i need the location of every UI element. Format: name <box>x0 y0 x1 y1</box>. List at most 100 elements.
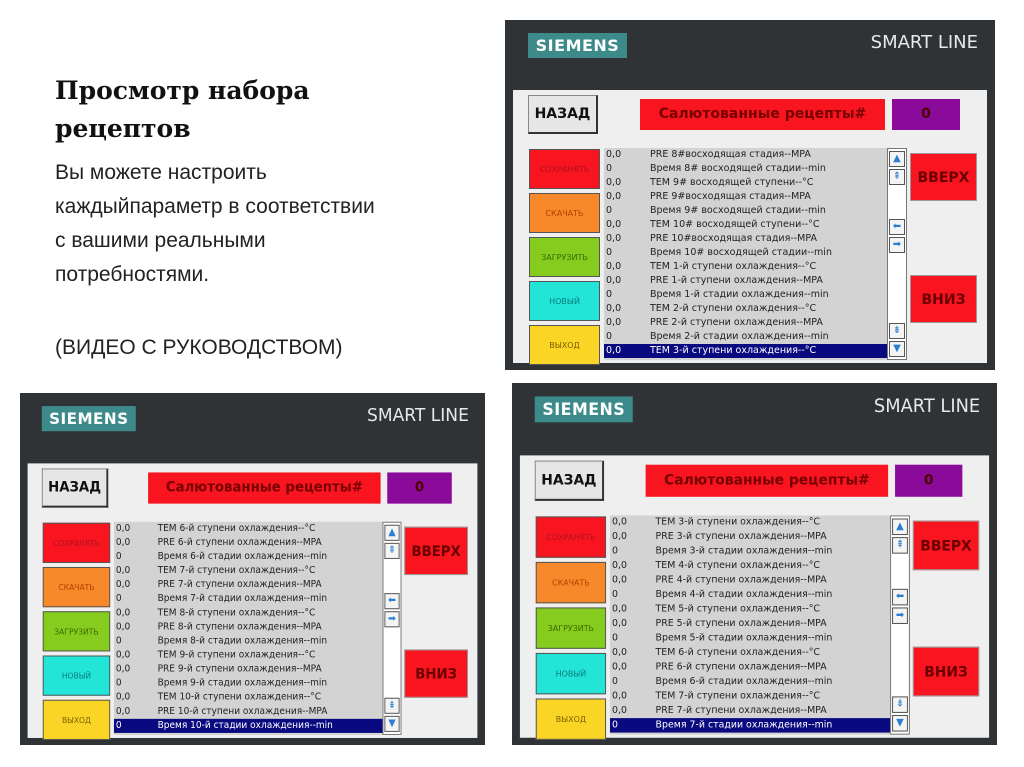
siemens-logo: SIEMENS <box>528 33 627 58</box>
list-item[interactable]: 0,0 PRE 2-й ступени охлаждения--MPA <box>604 316 887 330</box>
function-button-2[interactable]: СКАЧАТЬ <box>42 566 111 608</box>
list-item[interactable]: 0,0 TEM 7-й ступени охлаждения--°C <box>114 564 383 578</box>
function-button-3[interactable]: ЗАГРУЗИТЬ <box>529 237 600 277</box>
list-item[interactable]: 0,0 TEM 4-й ступени охлаждения--°C <box>610 559 890 573</box>
list-item[interactable]: 0,0 PRE 7-й ступени охлаждения--MPA <box>114 578 383 592</box>
list-item[interactable]: 0 Время 4-й стадии охлаждения--min <box>610 588 890 602</box>
scroll-up-icon[interactable]: ▲ <box>889 151 905 167</box>
item-label: PRE 8-й ступени охлаждения--MPA <box>157 621 322 633</box>
list-item[interactable]: 0,0 PRE 1-й ступени охлаждения--MPA <box>604 274 887 288</box>
list-item[interactable]: 0 Время 10-й стадии охлаждения--min <box>113 718 383 733</box>
list-item[interactable]: 0,0 PRE 5-й ступени охлаждения--MPA <box>610 617 890 631</box>
list-item[interactable]: 0 Время 7-й стадии охлаждения--min <box>609 718 891 733</box>
list-item[interactable]: 0,0 TEM 3-й ступени охлаждения--°C <box>604 344 887 358</box>
recipe-number-field[interactable]: 0 <box>387 472 452 504</box>
list-item[interactable]: 0,0 PRE 9#восходящая стадия--MPA <box>604 190 887 204</box>
function-button-5[interactable]: ВЫХОД <box>42 699 111 740</box>
scroll-up-icon[interactable]: ▲ <box>384 524 400 541</box>
scroll-down-icon[interactable]: ▼ <box>889 341 905 357</box>
list-item[interactable]: 0 Время 3-й стадии охлаждения--min <box>610 544 890 558</box>
down-button[interactable]: ВНИЗ <box>404 649 468 698</box>
list-item[interactable]: 0,0 TEM 5-й ступени охлаждения--°C <box>610 602 890 616</box>
back-button[interactable]: НАЗАД <box>528 95 598 134</box>
arrow-right-icon[interactable]: ➡ <box>384 611 400 628</box>
function-button-4[interactable]: НОВЫЙ <box>529 281 600 321</box>
list-scrollbar[interactable]: ▲ ⇞ ⬅ ➡ ⇟ ▼ <box>890 515 910 735</box>
list-item[interactable]: 0 Время 9# восходящей стадии--min <box>604 204 887 218</box>
list-item[interactable]: 0,0 PRE 8#восходящая стадия--MPA <box>604 148 887 162</box>
recipe-number-field[interactable]: 0 <box>892 99 960 130</box>
arrow-left-icon[interactable]: ⬅ <box>892 588 908 606</box>
function-button-3[interactable]: ЗАГРУЗИТЬ <box>535 607 607 649</box>
list-item[interactable]: 0,0 TEM 8-й ступени охлаждения--°C <box>114 606 383 620</box>
back-button[interactable]: НАЗАД <box>41 468 109 508</box>
list-item[interactable]: 0,0 TEM 6-й ступени охлаждения--°C <box>114 522 383 536</box>
list-item[interactable]: 0,0 PRE 9-й ступени охлаждения--MPA <box>114 663 383 677</box>
function-button-2[interactable]: СКАЧАТЬ <box>529 193 600 233</box>
page-up-icon[interactable]: ⇞ <box>889 169 905 185</box>
list-item[interactable]: 0,0 TEM 10# восходящей ступени--°C <box>604 218 887 232</box>
arrow-left-icon[interactable]: ⬅ <box>384 593 400 610</box>
function-button-2[interactable]: СКАЧАТЬ <box>535 561 607 604</box>
back-button[interactable]: НАЗАД <box>534 460 605 501</box>
recipe-list[interactable]: 0,0 PRE 8#восходящая стадия--MPA 0 Время 8#… <box>604 148 887 360</box>
arrow-right-icon[interactable]: ➡ <box>892 607 908 624</box>
list-item[interactable]: 0 Время 7-й стадии охлаждения--min <box>114 592 383 606</box>
list-item[interactable]: 0,0 PRE 6-й ступени охлаждения--MPA <box>610 660 890 674</box>
down-button[interactable]: ВНИЗ <box>912 646 980 697</box>
list-item[interactable]: 0,0 TEM 3-й ступени охлаждения--°C <box>610 515 890 529</box>
list-item[interactable]: 0,0 TEM 7-й ступени охлаждения--°C <box>610 689 890 703</box>
list-item[interactable]: 0,0 PRE 10#восходящая стадия--MPA <box>604 232 887 246</box>
list-item[interactable]: 0 Время 8-й стадии охлаждения--min <box>114 634 383 648</box>
list-item[interactable]: 0,0 PRE 6-й ступени охлаждения--MPA <box>114 536 383 550</box>
list-scrollbar[interactable]: ▲ ⇞ ⬅ ➡ ⇟ ▼ <box>382 521 402 735</box>
arrow-left-icon[interactable]: ⬅ <box>889 219 905 235</box>
list-item[interactable]: 0 Время 6-й стадии охлаждения--min <box>114 550 383 564</box>
list-item[interactable]: 0,0 TEM 1-й ступени охлаждения--°C <box>604 260 887 274</box>
list-item[interactable]: 0,0 PRE 3-й ступени охлаждения--MPA <box>610 530 890 544</box>
list-item[interactable]: 0 Время 10# восходящей стадии--min <box>604 246 887 260</box>
page-up-icon[interactable]: ⇞ <box>384 542 400 559</box>
page-down-icon[interactable]: ⇟ <box>892 696 908 713</box>
function-button-1[interactable]: СОХРАНЯТЬ <box>535 516 607 558</box>
item-label: Время 2-й стадии охлаждения--min <box>650 331 829 342</box>
list-item[interactable]: 0 Время 2-й стадии охлаждения--min <box>604 330 887 344</box>
list-item[interactable]: 0,0 PRE 7-й ступени охлаждения--MPA <box>610 704 890 718</box>
list-item[interactable]: 0 Время 5-й стадии охлаждения--min <box>610 631 890 645</box>
list-item[interactable]: 0 Время 1-й стадии охлаждения--min <box>604 288 887 302</box>
function-button-5[interactable]: ВЫХОД <box>535 698 607 740</box>
scroll-down-icon[interactable]: ▼ <box>892 715 908 732</box>
page-up-icon[interactable]: ⇞ <box>892 537 908 554</box>
list-item[interactable]: 0,0 PRE 10-й ступени охлаждения--MPA <box>114 705 383 719</box>
function-button-4[interactable]: НОВЫЙ <box>535 652 607 695</box>
list-item[interactable]: 0,0 TEM 10-й ступени охлаждения--°C <box>114 691 383 705</box>
list-item[interactable]: 0,0 TEM 9# восходящей ступени--°C <box>604 176 887 190</box>
function-button-5[interactable]: ВЫХОД <box>529 325 600 365</box>
slide-body: Вы можете настроить каждыйпараметр в соо… <box>55 161 375 286</box>
function-button-4[interactable]: НОВЫЙ <box>42 655 111 696</box>
recipe-number-field[interactable]: 0 <box>895 464 963 497</box>
up-button[interactable]: ВВЕРХ <box>912 520 980 571</box>
function-button-1[interactable]: СОХРАНЯТЬ <box>529 149 600 189</box>
list-item[interactable]: 0,0 TEM 2-й ступени охлаждения--°C <box>604 302 887 316</box>
scroll-up-icon[interactable]: ▲ <box>892 518 908 536</box>
up-button[interactable]: ВВЕРХ <box>404 526 468 576</box>
down-button[interactable]: ВНИЗ <box>910 275 977 323</box>
recipe-list[interactable]: 0,0 TEM 6-й ступени охлаждения--°C 0,0 PRE … <box>113 521 383 735</box>
list-item[interactable]: 0 Время 6-й стадии охлаждения--min <box>610 675 890 689</box>
recipe-list[interactable]: 0,0 TEM 3-й ступени охлаждения--°C 0,0 PRE … <box>609 515 891 735</box>
function-button-1[interactable]: СОХРАНЯТЬ <box>42 522 111 563</box>
up-button[interactable]: ВВЕРХ <box>910 153 977 201</box>
page-down-icon[interactable]: ⇟ <box>384 697 400 714</box>
list-item[interactable]: 0,0 TEM 6-й ступени охлаждения--°C <box>610 646 890 660</box>
scroll-down-icon[interactable]: ▼ <box>384 715 400 732</box>
function-button-3[interactable]: ЗАГРУЗИТЬ <box>42 611 111 652</box>
arrow-right-icon[interactable]: ➡ <box>889 237 905 253</box>
list-item[interactable]: 0,0 TEM 9-й ступени охлаждения--°C <box>114 648 383 662</box>
page-down-icon[interactable]: ⇟ <box>889 323 905 339</box>
list-item[interactable]: 0 Время 8# восходящей стадии--min <box>604 162 887 176</box>
list-item[interactable]: 0 Время 9-й стадии охлаждения--min <box>114 677 383 691</box>
list-scrollbar[interactable]: ▲ ⇞ ⬅ ➡ ⇟ ▼ <box>887 148 907 360</box>
list-item[interactable]: 0,0 PRE 8-й ступени охлаждения--MPA <box>114 620 383 634</box>
list-item[interactable]: 0,0 PRE 4-й ступени охлаждения--MPA <box>610 573 890 587</box>
